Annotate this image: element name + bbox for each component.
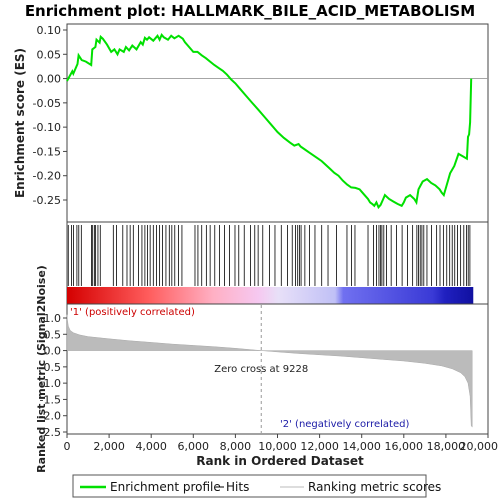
positive-correlation-label: '1' (positively correlated) xyxy=(70,307,195,318)
ranking-panel: Zero cross at 9228 '1' (positively corre… xyxy=(35,265,498,473)
ranking-y-tick-label: -2.5 xyxy=(40,426,61,439)
x-tick-label: 0 xyxy=(64,440,71,453)
x-tick-label: 18,000 xyxy=(427,440,466,453)
ranking-y-tick-label: 0.0 xyxy=(44,345,62,358)
x-tick-label: 8,000 xyxy=(220,440,252,453)
zero-cross-label: Zero cross at 9228 xyxy=(214,364,308,375)
ranking-y-tick-label: -0.5 xyxy=(40,361,61,374)
es-y-tick-label: 0.05 xyxy=(37,48,62,61)
es-y-tick-label: 0.00 xyxy=(37,73,62,86)
ranking-y-ticks: 1.0 0.5 0.0 -0.5 -1.0 -1.5 -2.0 -2.5 xyxy=(40,312,67,439)
es-y-tick-label: -0.20 xyxy=(33,170,61,183)
x-tick-label: 14,000 xyxy=(342,440,381,453)
es-y-tick-label: -0.15 xyxy=(33,145,61,158)
x-tick-label: 10,000 xyxy=(258,440,297,453)
x-axis-title: Rank in Ordered Dataset xyxy=(196,454,364,468)
es-y-axis-title: Enrichment score (ES) xyxy=(13,48,27,198)
legend: Enrichment profile Hits Ranking metric sco… xyxy=(72,474,441,498)
ranking-color-bar xyxy=(67,287,474,304)
es-y-tick-label: 0.10 xyxy=(37,24,62,37)
es-panel: 0.10 0.05 0.00 -0.05 -0.10 -0.15 -0.20 -0.25 En… xyxy=(13,23,489,223)
ranking-y-tick-label: -1.5 xyxy=(40,393,61,406)
ranking-metric-area xyxy=(66,314,473,428)
chart-title: Enrichment plot: HALLMARK_BILE_ACID_META… xyxy=(25,2,475,20)
ranking-y-tick-label: -1.0 xyxy=(40,377,61,390)
enrichment-profile-line xyxy=(66,33,473,210)
es-y-tick-label: -0.25 xyxy=(33,194,61,207)
x-tick-label: 6,000 xyxy=(178,440,210,453)
legend-frame xyxy=(72,474,427,498)
legend-label: Enrichment profile xyxy=(110,480,221,494)
es-panel-frame xyxy=(66,23,489,223)
ranking-y-tick-label: -2.0 xyxy=(40,410,61,423)
es-y-ticks: 0.10 0.05 0.00 -0.05 -0.10 -0.15 -0.20 -0.25 xyxy=(33,24,67,207)
legend-label: Hits xyxy=(226,480,249,494)
x-tick-label: 20,000 xyxy=(460,440,499,453)
ranking-panel-frame xyxy=(66,303,489,435)
x-tick-label: 4,000 xyxy=(135,440,167,453)
x-tick-label: 2,000 xyxy=(93,440,125,453)
ranking-y-tick-label: 1.0 xyxy=(44,312,62,325)
x-tick-label: 12,000 xyxy=(300,440,339,453)
ranking-y-axis-title: Ranked list metric (Signal2Noise) xyxy=(35,265,48,473)
hits-panel xyxy=(66,221,489,305)
hit-lines xyxy=(67,225,471,286)
x-tick-label: 16,000 xyxy=(385,440,424,453)
ranking-y-tick-label: 0.5 xyxy=(44,328,62,341)
legend-label: Ranking metric scores xyxy=(308,480,441,494)
x-ticks: 0 2,000 4,000 6,000 8,000 10,000 12,000 14,000 1… xyxy=(64,434,499,453)
negative-correlation-label: '2' (negatively correlated) xyxy=(280,419,409,430)
es-y-tick-label: -0.05 xyxy=(33,97,61,110)
es-y-tick-label: -0.10 xyxy=(33,121,61,134)
